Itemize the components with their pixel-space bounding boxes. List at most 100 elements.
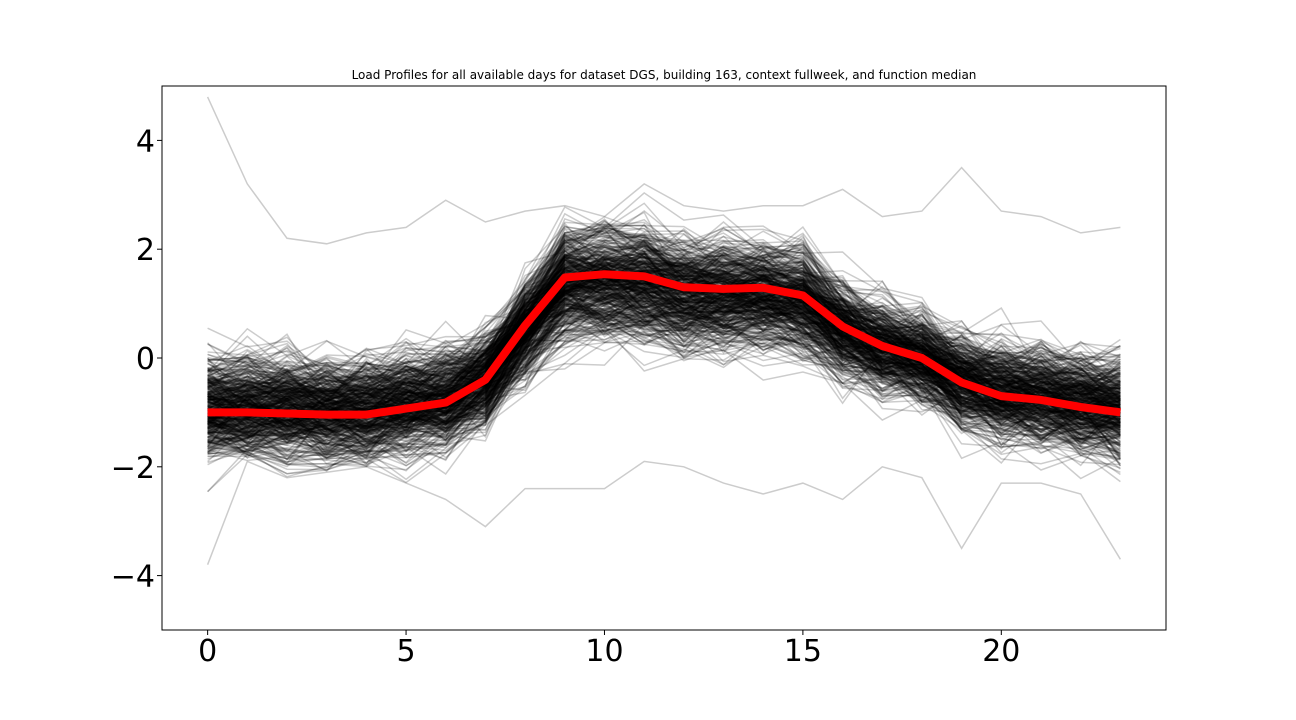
daily-profile-line <box>207 294 1121 398</box>
daily-profile-line <box>207 287 1121 412</box>
daily-profile-line <box>207 296 1121 455</box>
daily-profile-line <box>207 246 1121 410</box>
daily-profile-line <box>207 225 1121 441</box>
daily-profile-line <box>207 284 1121 436</box>
daily-profile-line <box>207 320 1121 426</box>
daily-profile-line <box>207 273 1121 436</box>
daily-profile-line <box>207 274 1121 400</box>
daily-profile-line <box>207 287 1121 419</box>
daily-profile-line <box>207 239 1121 412</box>
daily-profile-line <box>207 244 1121 416</box>
x-axis: 0 5 10 15 20 <box>198 630 1020 669</box>
daily-profile-line <box>207 290 1121 449</box>
daily-profile-line <box>207 275 1121 419</box>
daily-profile-line <box>207 258 1121 414</box>
daily-profile-line <box>207 257 1121 473</box>
daily-profile-line <box>207 279 1121 478</box>
daily-profile-line <box>207 288 1121 454</box>
daily-profile-line <box>207 233 1121 391</box>
daily-profile-line <box>207 233 1121 412</box>
daily-profile-line <box>207 259 1121 424</box>
daily-profile-line <box>207 251 1121 412</box>
daily-profile-line <box>207 219 1121 427</box>
daily-profile-line <box>207 231 1121 420</box>
daily-profile-line <box>207 241 1121 426</box>
daily-profile-line <box>207 246 1121 410</box>
daily-profile-line <box>207 274 1121 412</box>
daily-profile-line <box>207 218 1121 421</box>
daily-profile-line <box>207 226 1121 400</box>
daily-profile-line <box>207 245 1121 402</box>
daily-profile-line <box>207 283 1122 467</box>
daily-profile-line <box>207 275 1121 493</box>
daily-profile-line <box>207 320 1121 422</box>
daily-profile-line <box>207 277 1121 467</box>
daily-profile-line <box>207 268 1121 394</box>
daily-profile-line <box>207 275 1121 442</box>
daily-profile-line <box>207 259 1121 465</box>
daily-profile-line <box>207 288 1121 430</box>
y-tick-label: 4 <box>136 124 155 159</box>
daily-profile-line <box>207 282 1121 401</box>
daily-profile-line <box>207 274 1121 408</box>
daily-profile-line <box>207 302 1121 425</box>
daily-profile-line <box>207 290 1121 455</box>
daily-profile-line <box>207 258 1121 379</box>
daily-profile-line <box>207 233 1121 447</box>
daily-profile-line <box>207 287 1121 439</box>
daily-profile-line <box>207 274 1121 422</box>
daily-profile-line <box>207 253 1121 383</box>
daily-profile-line <box>207 271 1121 381</box>
daily-profile-line <box>207 264 1121 453</box>
daily-profile-line <box>207 265 1121 463</box>
daily-profile-line <box>207 286 1121 397</box>
daily-profile-line <box>207 254 1121 406</box>
daily-profile-line <box>207 221 1121 428</box>
daily-profile-line <box>207 269 1121 461</box>
daily-profile-line <box>207 288 1121 406</box>
daily-profile-line <box>207 277 1121 382</box>
daily-profile-line <box>207 279 1121 429</box>
daily-profile-line <box>207 252 1121 378</box>
daily-profile-line <box>207 306 1121 432</box>
daily-profile-line <box>207 227 1121 408</box>
daily-profile-line <box>207 288 1121 447</box>
daily-profile-line <box>207 269 1121 421</box>
daily-profile-line <box>207 299 1121 437</box>
daily-profile-line <box>207 257 1121 465</box>
daily-profile-line <box>207 261 1121 425</box>
daily-profile-line <box>207 307 1121 434</box>
daily-profile-line <box>207 288 1121 395</box>
daily-profile-line <box>207 254 1121 426</box>
daily-profile-line <box>207 289 1121 412</box>
daily-profile-line <box>207 269 1121 435</box>
daily-profile-line <box>207 277 1121 408</box>
daily-profile-line <box>207 224 1121 430</box>
daily-profile-line <box>207 251 1121 459</box>
daily-profile-line <box>207 271 1121 459</box>
daily-profile-line <box>207 281 1121 404</box>
daily-profile-line <box>207 232 1121 417</box>
daily-profile-line <box>207 255 1121 396</box>
daily-profile-line <box>207 246 1121 419</box>
daily-profile-line <box>207 227 1121 397</box>
daily-profile-line <box>207 317 1121 431</box>
daily-profile-line <box>207 298 1121 400</box>
daily-profile-line <box>207 306 1121 422</box>
daily-profile-line <box>207 249 1121 398</box>
daily-profile-line <box>207 277 1121 434</box>
daily-profile-line <box>207 276 1121 417</box>
daily-profile-line <box>207 263 1121 471</box>
daily-profile-line <box>206 96 1121 245</box>
daily-profile-line <box>207 277 1121 424</box>
daily-profile-line <box>207 259 1121 387</box>
daily-profile-line <box>207 291 1121 420</box>
daily-profile-line <box>207 282 1121 426</box>
daily-profile-line <box>207 242 1121 402</box>
daily-profile-line <box>207 297 1121 397</box>
daily-profile-line <box>207 322 1121 439</box>
chart-title: Load Profiles for all available days for… <box>352 68 977 82</box>
daily-profile-line <box>207 302 1121 428</box>
daily-profile-line <box>207 277 1121 466</box>
daily-profile-line <box>207 242 1121 440</box>
